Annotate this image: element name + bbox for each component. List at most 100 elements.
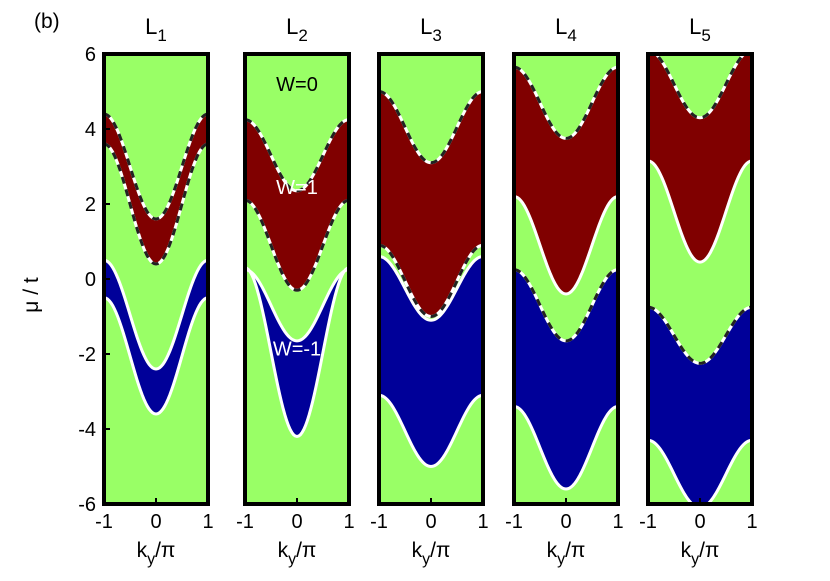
region-w1 [379, 91, 483, 317]
y-tick-label: -2 [78, 344, 96, 366]
panel-title: L3 [420, 14, 442, 45]
phase-boundary-dashed [245, 118, 349, 193]
x-axis-label-rest: /π [430, 539, 450, 562]
x-tick-label: 1 [343, 511, 354, 533]
y-tick-label: 4 [85, 119, 96, 141]
panel-regions [245, 118, 349, 439]
phase-boundary [104, 258, 208, 371]
panel-title-sub: 2 [298, 26, 307, 45]
panel-title-sub: 3 [432, 26, 441, 45]
panel-regions [648, 54, 752, 504]
y-axis-label-symbol: μ [20, 301, 43, 313]
panel-title-sub: 5 [701, 26, 710, 45]
x-tick-label: 1 [202, 511, 213, 533]
region-w1 [514, 67, 618, 294]
x-tick-label: -1 [639, 511, 657, 533]
region-wminus1 [514, 269, 618, 489]
x-axis-label: ky/π [137, 539, 176, 568]
phase-boundary [514, 405, 618, 491]
panel-3: L3 -1 0 1 ky/π [370, 14, 488, 568]
panel-title: L5 [689, 14, 711, 45]
phase-boundary [648, 159, 752, 264]
phase-boundary [653, 54, 747, 120]
panel-5: L5 -1 0 1 ky/π [639, 14, 757, 568]
x-tick-label: 0 [150, 511, 161, 533]
x-axis-label-base: k [412, 539, 423, 562]
y-tick-label: -4 [78, 419, 96, 441]
x-tick-label: 1 [612, 511, 623, 533]
x-tick-label: 0 [694, 511, 705, 533]
x-axis-label-base: k [547, 539, 558, 562]
panel-4: L4 -1 0 1 ky/π [505, 14, 623, 568]
x-axis-label-sub: y [557, 551, 565, 568]
phase-boundary [379, 255, 483, 322]
panel-title-base: L [420, 14, 432, 39]
panel-label: (b) [34, 10, 60, 33]
x-tick-label: 1 [477, 511, 488, 533]
phase-boundary [245, 266, 349, 439]
panel-title-base: L [555, 14, 567, 39]
phase-boundary-dashed [379, 90, 483, 165]
region-wminus1 [245, 267, 349, 437]
svg-text:μ / t: μ / t [20, 277, 43, 313]
y-tick-label: -6 [78, 494, 96, 516]
panel-title-base: L [689, 14, 701, 39]
panel-title-base: L [145, 14, 157, 39]
y-tick-label: 6 [85, 44, 96, 66]
phase-boundary-dashed [514, 65, 618, 140]
x-axis-label-sub: y [422, 551, 430, 568]
phase-boundary-dashed [379, 243, 483, 319]
x-axis-label-base: k [278, 539, 289, 562]
x-axis-label-rest: /π [155, 539, 175, 562]
x-axis-label: ky/π [412, 539, 451, 568]
x-axis-label-base: k [137, 539, 148, 562]
x-tick-label: -1 [95, 511, 113, 533]
x-axis-label-base: k [681, 539, 692, 562]
region-label: W=0 [276, 74, 318, 96]
x-tick-label: -1 [505, 511, 523, 533]
phase-boundary-dashed [514, 268, 618, 343]
phase-boundary [648, 438, 752, 504]
x-tick-label: -1 [236, 511, 254, 533]
panel-title: L2 [286, 14, 308, 45]
y-axis-label-rest: / t [20, 277, 43, 301]
x-axis-label: ky/π [681, 539, 720, 568]
x-axis-label-rest: /π [565, 539, 585, 562]
phase-boundary-dashed [245, 198, 349, 292]
region-w1 [245, 119, 349, 291]
region-wminus1 [379, 256, 483, 467]
region-label: W=1 [276, 177, 318, 199]
x-tick-label: 0 [560, 511, 571, 533]
region-w1 [104, 114, 208, 264]
region-w0 [104, 54, 208, 504]
y-tick-label: 0 [85, 269, 96, 291]
x-axis-label: ky/π [547, 539, 586, 568]
x-axis-label: ky/π [278, 539, 317, 568]
phase-boundary [514, 195, 618, 296]
panel-title: L4 [555, 14, 577, 45]
region-wminus1 [648, 307, 752, 504]
phase-boundary [245, 268, 349, 343]
panel-2: L2 -1 0 1 ky/π [236, 14, 354, 568]
panel-title-sub: 4 [567, 26, 576, 45]
x-axis-label-rest: /π [699, 539, 719, 562]
panel-regions [514, 65, 618, 491]
phase-boundary [379, 393, 483, 469]
x-axis-label-sub: y [147, 551, 155, 568]
region-label: W=-1 [273, 338, 321, 360]
panel-title-sub: 1 [157, 26, 166, 45]
y-axis-label: μ / t [20, 277, 43, 313]
panel-title: L1 [145, 14, 167, 45]
phase-boundary-dashed [104, 142, 208, 266]
x-tick-label: 0 [425, 511, 436, 533]
phase-boundary-dashed [104, 112, 208, 221]
x-tick-label: 1 [746, 511, 757, 533]
panel-regions [379, 90, 483, 469]
x-tick-label: -1 [370, 511, 388, 533]
phase-boundary [104, 296, 208, 416]
y-tick-label: 2 [85, 194, 96, 216]
x-axis-label-sub: y [288, 551, 296, 568]
